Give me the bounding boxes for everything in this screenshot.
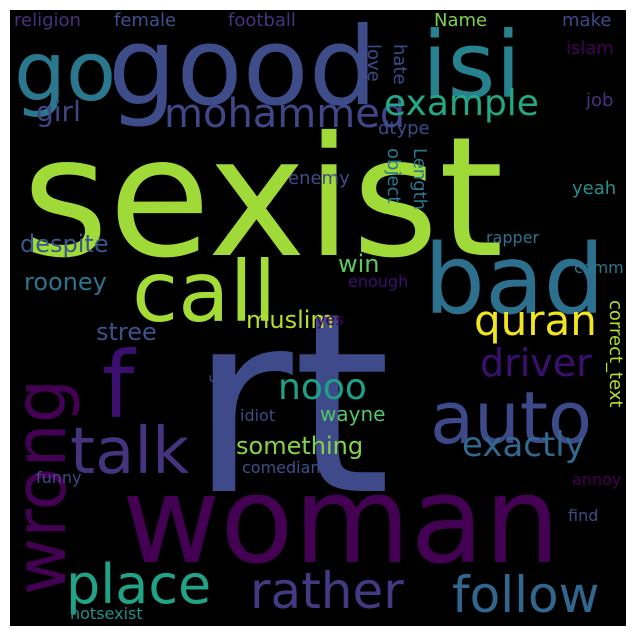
word-example: example bbox=[384, 83, 539, 124]
word-find: find bbox=[568, 506, 599, 525]
word-rt: rt bbox=[190, 259, 391, 550]
word-f: f bbox=[102, 332, 135, 439]
word-auto: auto bbox=[430, 376, 593, 460]
word-driver: driver bbox=[480, 341, 592, 385]
word-rooney: rooney bbox=[24, 268, 107, 296]
word-something: something bbox=[236, 432, 364, 460]
word-slightest: slightest bbox=[209, 356, 228, 425]
word-enemy: enemy bbox=[288, 168, 350, 189]
word-yeah: yeah bbox=[572, 178, 617, 199]
word-love: love bbox=[363, 44, 384, 82]
word-name: Name bbox=[434, 10, 488, 31]
word-object: object bbox=[383, 148, 404, 204]
word-notsexist: notsexist bbox=[70, 604, 143, 623]
word-cloud: sexist rt woman good isi go call bad wro… bbox=[10, 10, 626, 626]
word-despite: despite bbox=[20, 230, 109, 258]
word-correct-text: correct_text bbox=[605, 300, 626, 408]
word-wayne: wayne bbox=[320, 402, 386, 426]
word-idiot: idiot bbox=[240, 406, 276, 425]
word-girl: girl bbox=[36, 95, 81, 128]
word-talk: talk bbox=[70, 415, 190, 489]
word-annoy: annoy bbox=[572, 470, 622, 489]
word-isi: isi bbox=[422, 12, 522, 119]
word-muslim: muslim bbox=[246, 306, 334, 334]
word-football: football bbox=[228, 10, 296, 31]
word-enough: enough bbox=[348, 272, 409, 291]
word-sexist: sexist bbox=[22, 102, 504, 295]
word-good: good bbox=[108, 10, 378, 130]
word-go: go bbox=[14, 25, 117, 120]
word-dtype: dtype bbox=[378, 118, 430, 139]
word-comm: comm bbox=[574, 258, 624, 277]
word-comedian: comedian bbox=[242, 458, 321, 477]
word-islam: islam bbox=[566, 38, 614, 59]
word-yes: yes bbox=[316, 310, 344, 329]
word-follow: follow bbox=[452, 566, 600, 624]
word-call: call bbox=[132, 243, 277, 341]
word-woman: woman bbox=[122, 452, 561, 591]
word-win: win bbox=[338, 250, 380, 278]
word-length: Length bbox=[409, 148, 430, 211]
word-religion: religion bbox=[14, 10, 81, 31]
word-rapper: rapper bbox=[486, 228, 540, 247]
word-funny: funny bbox=[36, 468, 82, 487]
word-nooo: nooo bbox=[278, 367, 367, 408]
word-stree: stree bbox=[96, 318, 157, 346]
word-place: place bbox=[66, 553, 212, 616]
word-mohammed: mohammed bbox=[164, 91, 406, 137]
word-make: make bbox=[562, 10, 612, 31]
word-exactly: exactly bbox=[462, 425, 585, 465]
word-hate: hate bbox=[389, 44, 410, 85]
word-rather: rather bbox=[250, 562, 404, 620]
word-quran: quran bbox=[474, 296, 597, 345]
word-job: job bbox=[586, 90, 614, 111]
word-bad: bad bbox=[424, 224, 605, 336]
word-female: female bbox=[114, 10, 177, 31]
